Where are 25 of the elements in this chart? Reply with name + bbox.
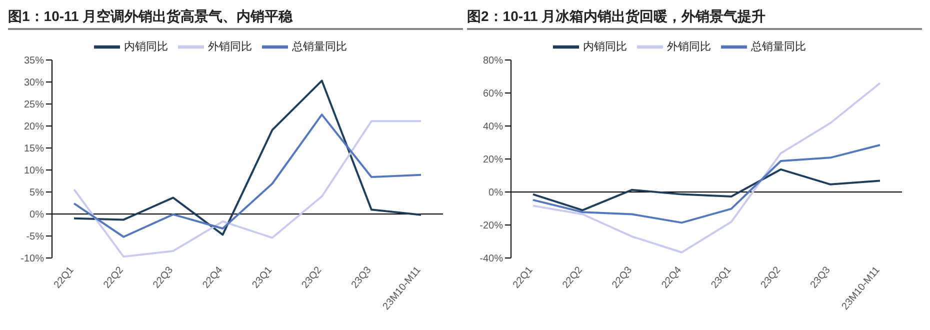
legend-label: 内销同比 <box>124 40 168 53</box>
legend-label: 内销同比 <box>583 40 627 53</box>
y-tick-label: 10% <box>24 166 44 177</box>
y-tick-label: 0% <box>30 210 44 221</box>
y-tick-label: -5% <box>26 232 44 243</box>
y-tick-label: 5% <box>30 188 44 199</box>
y-tick-label: 20% <box>482 154 504 166</box>
chart-title: 图2：10-11 月冰箱内销出货回暖，外销景气提升 <box>467 8 922 30</box>
y-tick-label: 40% <box>482 122 504 133</box>
y-tick-label: 30% <box>24 78 44 89</box>
y-tick-label: 0% <box>488 188 504 199</box>
chart-title: 图1：10-11 月空调外销出货高景气、内销平稳 <box>8 8 463 30</box>
legend-label: 外销同比 <box>667 40 711 53</box>
y-tick-label: -20% <box>480 220 504 232</box>
y-tick-label: 35% <box>24 56 44 67</box>
legend-label: 总销量同比 <box>292 40 347 53</box>
y-tick-label: 60% <box>482 88 504 100</box>
y-tick-label: -10% <box>20 254 44 265</box>
y-tick-label: 80% <box>482 56 504 67</box>
y-tick-label: 25% <box>24 100 44 111</box>
legend-label: 外销同比 <box>208 40 252 53</box>
y-tick-label: 20% <box>24 122 44 133</box>
legend-label: 总销量同比 <box>751 40 806 53</box>
y-tick-label: -40% <box>480 254 504 265</box>
y-tick-label: 15% <box>24 144 44 155</box>
